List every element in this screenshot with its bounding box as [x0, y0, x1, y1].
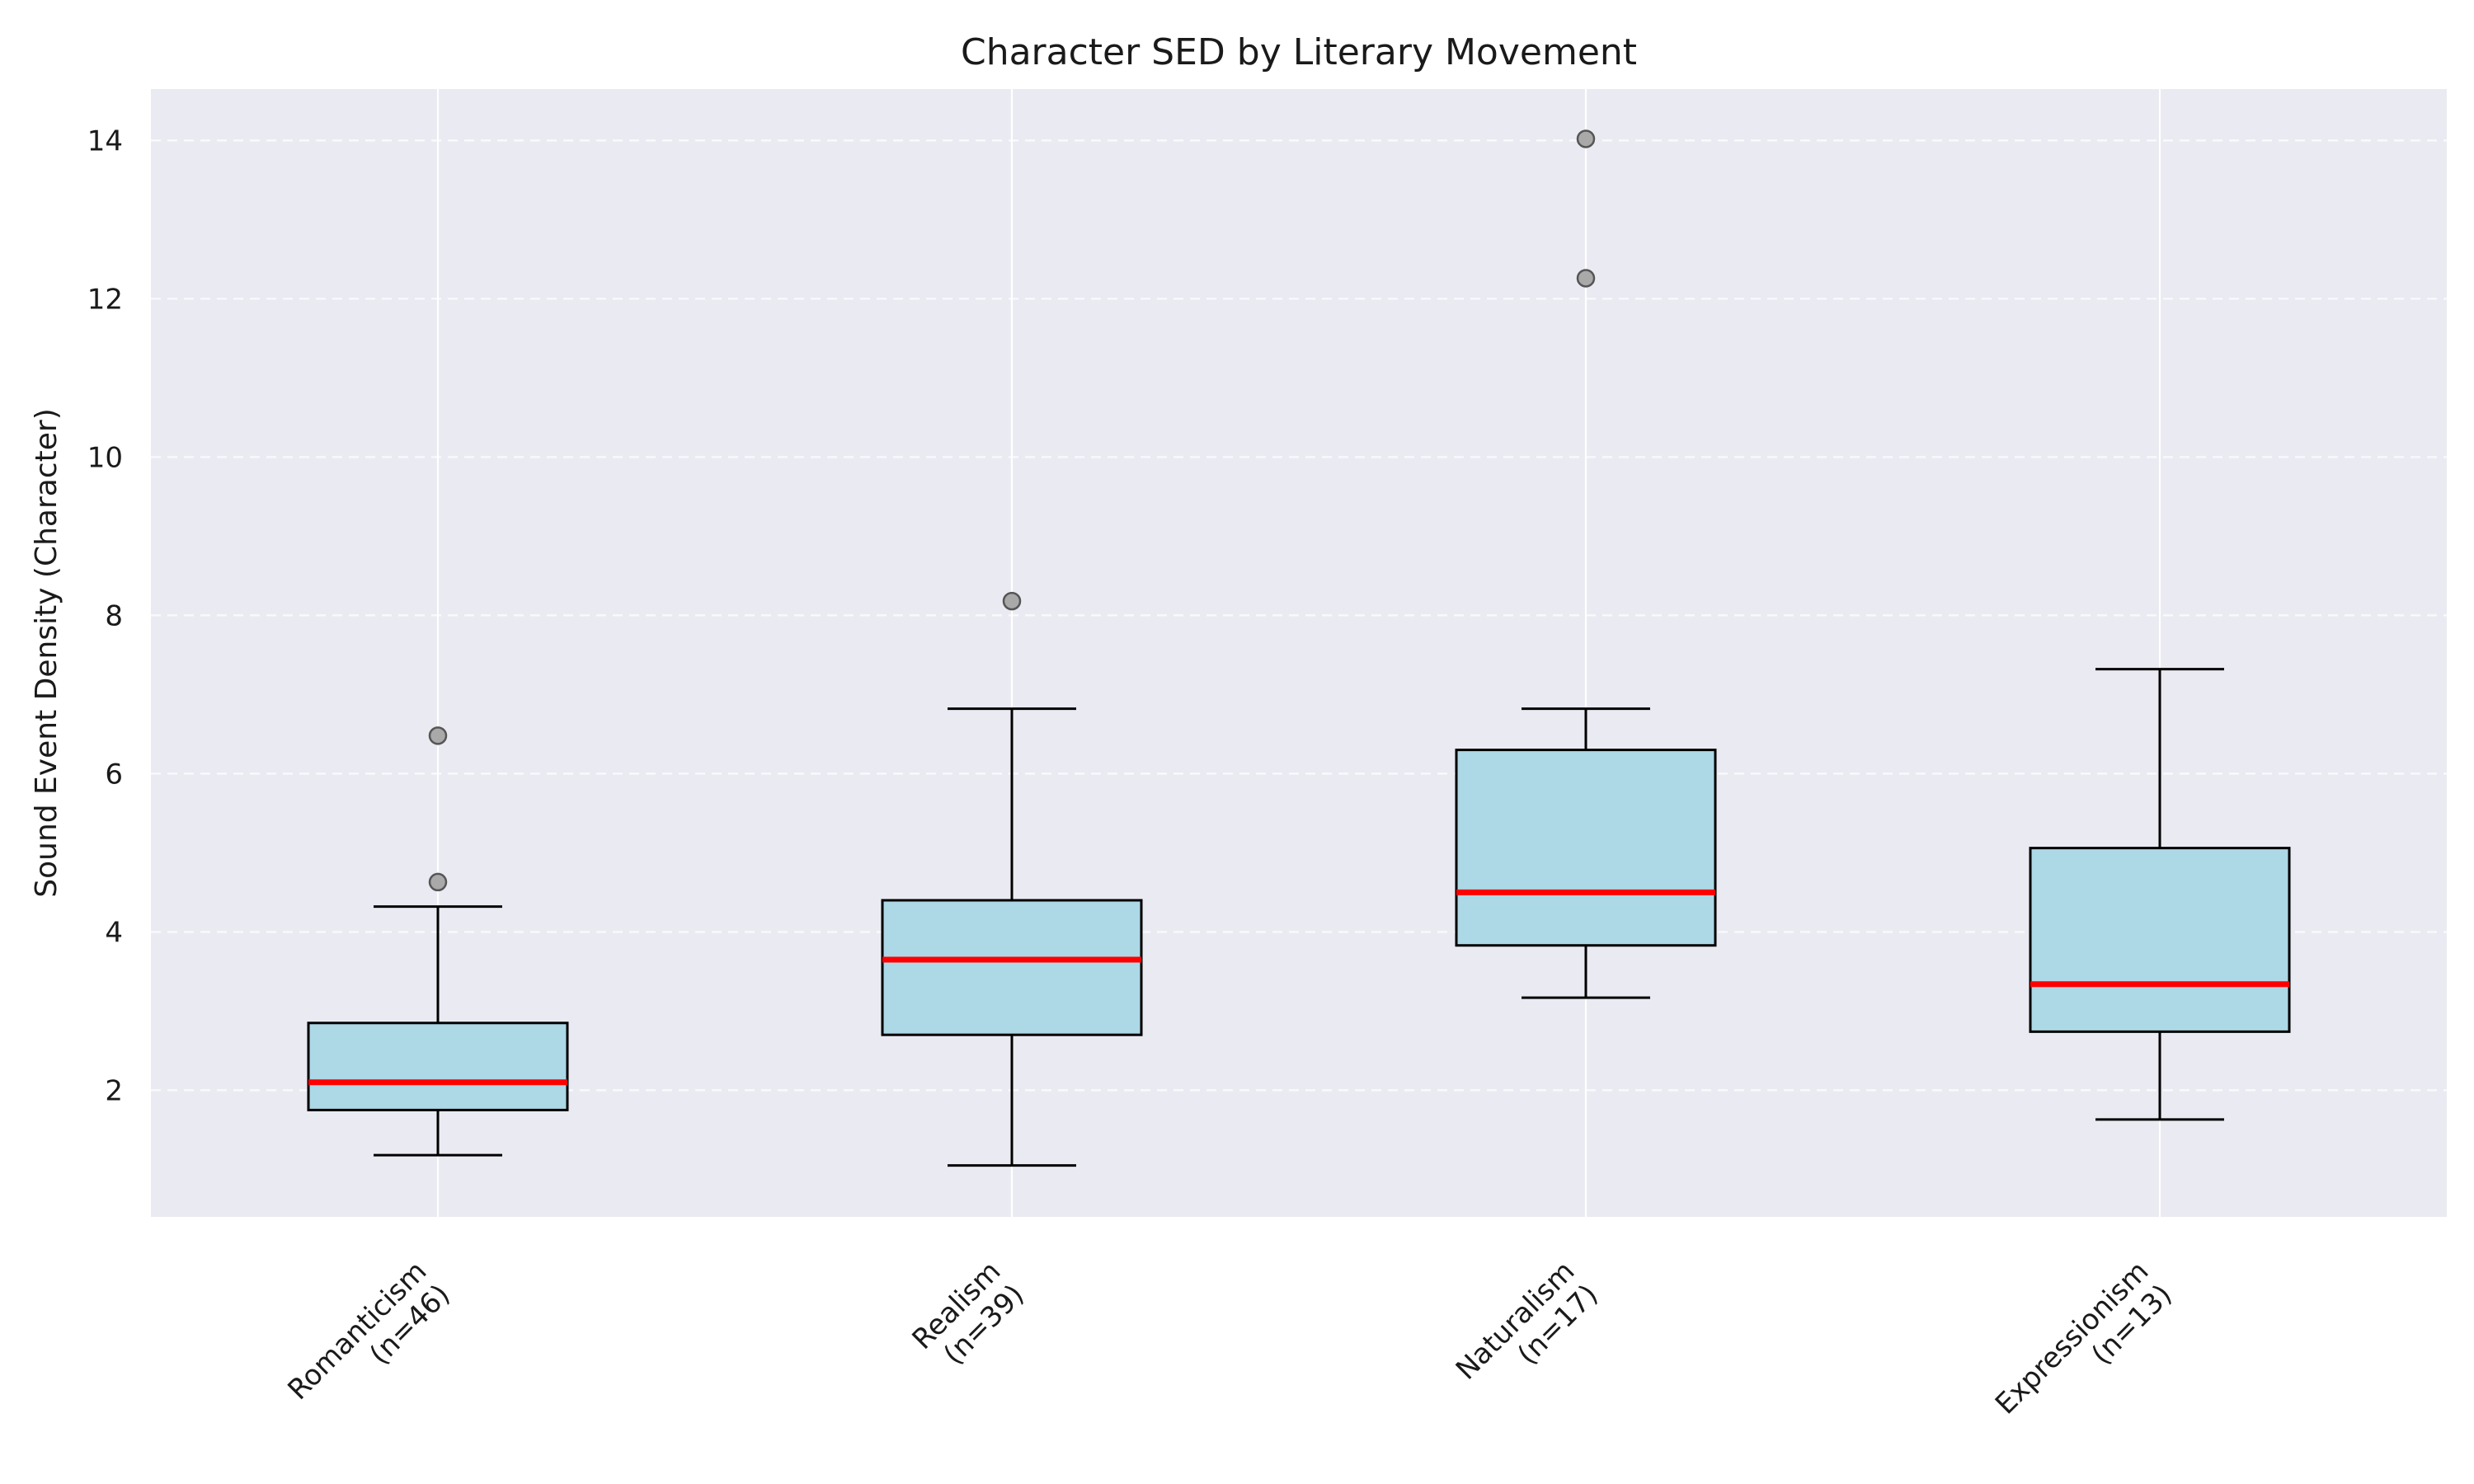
y-axis-label: Sound Event Density (Character) — [30, 408, 63, 898]
box-iqr — [2029, 847, 2291, 1033]
y-tick-label: 4 — [105, 916, 123, 949]
x-tick-label: Romanticism(n=46) — [281, 1255, 456, 1430]
y-tick-label: 10 — [87, 441, 123, 474]
box-group — [2029, 668, 2291, 1121]
x-axis-ticks: Romanticism(n=46) Realism(n=39) Naturalism… — [281, 1255, 2179, 1444]
outlier-point — [1002, 591, 1022, 611]
outlier-point — [1576, 129, 1596, 148]
box-group — [881, 591, 1143, 1167]
outlier-point — [428, 872, 448, 892]
chart-title: Character SED by Literary Movement — [961, 31, 1637, 73]
y-tick-label: 2 — [105, 1074, 123, 1107]
outlier-point — [428, 726, 448, 745]
x-tick-label: Realism(n=39) — [906, 1255, 1031, 1379]
box-group — [1455, 129, 1717, 999]
y-axis-ticks: 2 4 6 8 10 12 14 — [87, 124, 123, 1107]
x-tick-label: Naturalism(n=17) — [1450, 1255, 1605, 1410]
box-group — [307, 726, 569, 1157]
boxes — [307, 129, 2291, 1167]
outlier-point — [1576, 269, 1596, 288]
box-iqr — [307, 1021, 569, 1111]
box-iqr — [1455, 749, 1717, 947]
y-tick-label: 12 — [87, 283, 123, 316]
y-tick-label: 8 — [105, 599, 123, 632]
box-iqr — [881, 899, 1143, 1036]
x-tick-label: Expressionism(n=13) — [1989, 1255, 2179, 1444]
y-tick-label: 14 — [87, 124, 123, 157]
y-tick-label: 6 — [105, 758, 123, 791]
